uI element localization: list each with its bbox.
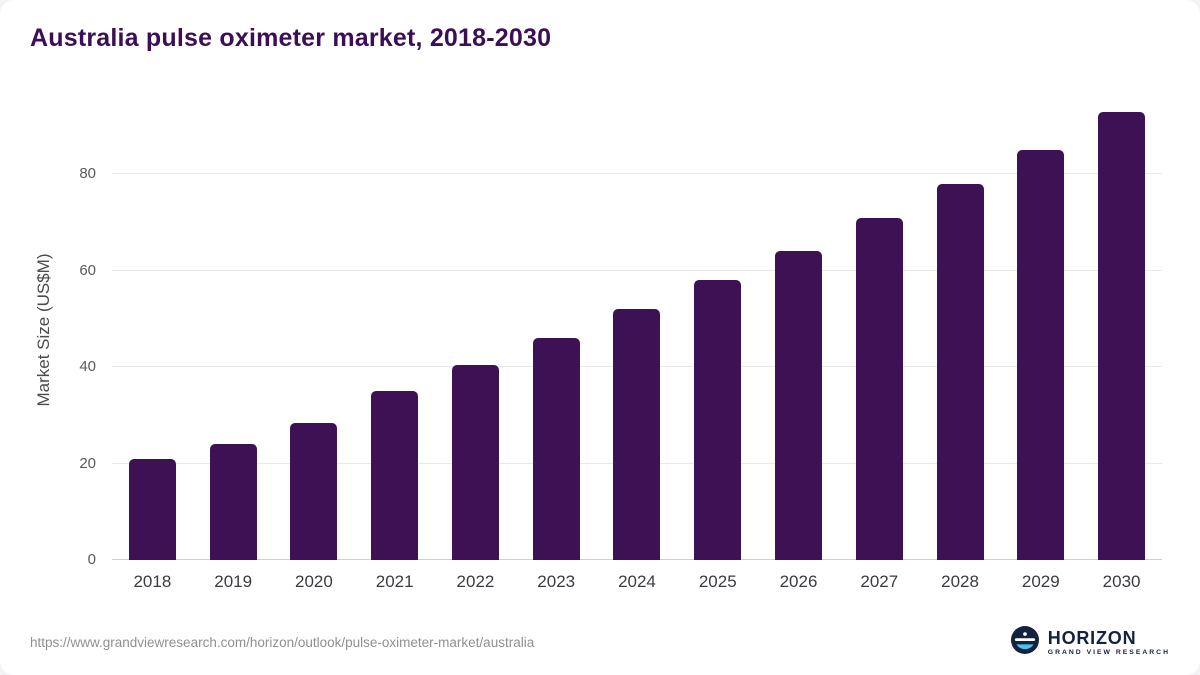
bar-2018 — [128, 458, 176, 560]
bars — [112, 102, 1162, 560]
y-tick-label-60: 60 — [79, 261, 96, 279]
x-tick-label-2018: 2018 — [133, 572, 172, 591]
x-axis-labels: 2018 2019 2020 2021 2022 2023 2024 2025 2026 2027… — [112, 572, 1162, 592]
x-tick-label-2026: 2026 — [779, 572, 818, 591]
x-tick-label-2030: 2030 — [1102, 572, 1141, 591]
y-axis-title: Market Size (US$M) — [34, 253, 53, 407]
x-tick-label-2027: 2027 — [860, 572, 899, 591]
y-tick-label-80: 80 — [79, 165, 96, 183]
bar-col-2024 — [597, 102, 678, 560]
bar-2026 — [775, 251, 822, 560]
bar-2020 — [290, 422, 338, 560]
bar-col-2020 — [274, 102, 355, 560]
bar-2023 — [532, 338, 580, 560]
chart-title: Australia pulse oximeter market, 2018-20… — [30, 24, 552, 52]
bar-col-2030 — [1081, 102, 1162, 560]
brand-name: HORIZON — [1047, 627, 1137, 648]
bar-col-2026 — [758, 102, 839, 560]
source-url: https://www.grandviewresearch.com/horizo… — [30, 635, 535, 650]
plot-area: 0 20 40 60 80 — [79, 102, 1162, 568]
bar-col-2025 — [677, 102, 758, 560]
x-tick-label-2021: 2021 — [375, 572, 414, 591]
bar-col-2019 — [193, 102, 274, 560]
bar-col-2022 — [435, 102, 516, 560]
horizon-logo-icon — [1010, 626, 1039, 659]
bar-col-2023 — [516, 102, 597, 560]
bar-col-2028 — [920, 102, 1001, 560]
gridline-60 — [112, 269, 1162, 271]
gridline-80 — [112, 173, 1162, 175]
bar-2028 — [936, 183, 984, 560]
footer: https://www.grandviewresearch.com/horizo… — [30, 626, 1170, 659]
bar-col-2018 — [112, 102, 193, 560]
y-tick-label-20: 20 — [79, 454, 96, 472]
x-tick-label-2019: 2019 — [214, 572, 253, 591]
bar-col-2027 — [839, 102, 920, 560]
x-tick-label-2025: 2025 — [698, 572, 737, 591]
bar-2022 — [451, 364, 499, 560]
y-tick-label-40: 40 — [79, 358, 96, 376]
bar-2019 — [209, 444, 257, 560]
x-tick-label-2029: 2029 — [1021, 572, 1060, 591]
brand-logo: HORIZON GRAND VIEW RESEARCH — [1010, 626, 1170, 659]
bar-2029 — [1017, 150, 1065, 560]
x-tick-label-2023: 2023 — [537, 572, 576, 591]
bar-2021 — [371, 391, 419, 560]
x-tick-label-2020: 2020 — [295, 572, 333, 591]
bar-2027 — [855, 217, 903, 560]
brand-tagline: GRAND VIEW RESEARCH — [1047, 648, 1170, 656]
bar-2030 — [1098, 111, 1146, 560]
x-tick-label-2028: 2028 — [941, 572, 979, 591]
brand-logo-text: HORIZON GRAND VIEW RESEARCH — [1048, 629, 1170, 657]
x-tick-label-2022: 2022 — [456, 572, 495, 591]
bar-col-2021 — [354, 102, 435, 560]
bar-col-2029 — [1000, 102, 1081, 560]
bar-2024 — [613, 309, 661, 560]
y-tick-label-0: 0 — [87, 551, 96, 568]
x-tick-label-2024: 2024 — [618, 572, 656, 591]
bar-2025 — [694, 280, 742, 560]
